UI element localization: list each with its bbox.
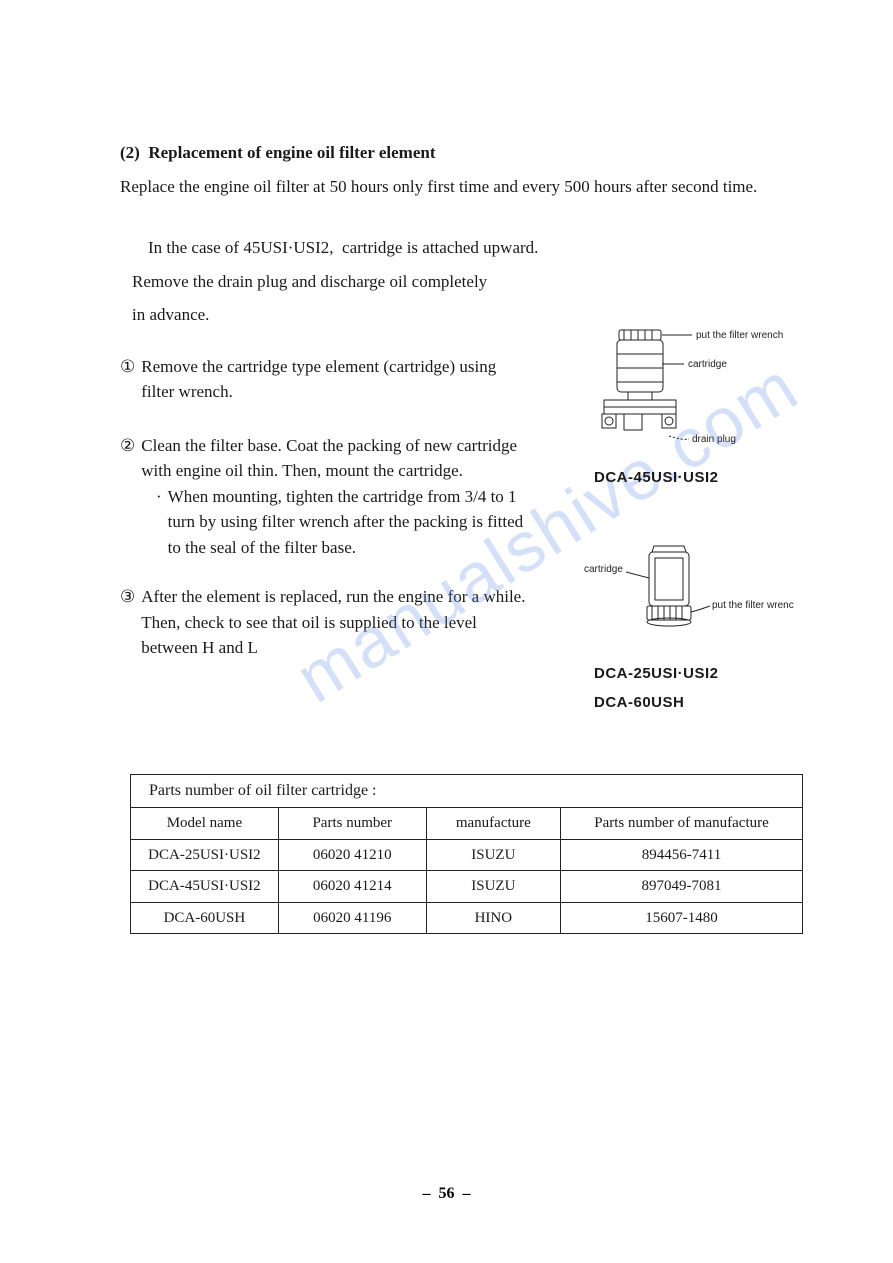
- table-cell: HINO: [426, 902, 560, 934]
- step-3: ③ After the element is replaced, run the…: [120, 584, 530, 661]
- table-header-row: Model name Parts number manufacture Part…: [131, 808, 803, 840]
- figure-1: put the filter wrench cartridge drain pl…: [584, 324, 804, 490]
- fig2-cartridge-label: cartridge: [584, 564, 623, 575]
- table-cell: DCA-25USI·USI2: [131, 839, 279, 871]
- steps-and-figures-row: ① Remove the cartridge type element (car…: [120, 336, 813, 715]
- step-2-bullet-body: When mounting, tighten the cartridge fro…: [168, 484, 536, 561]
- figure-1-caption: DCA-45USI·USI2: [584, 467, 804, 490]
- step-1-number: ①: [120, 354, 135, 405]
- table-cell: ISUZU: [426, 871, 560, 903]
- figure-2-svg: cartridge put the filter wrench: [584, 540, 794, 650]
- table-cell: 06020 41210: [278, 839, 426, 871]
- table-cell: ISUZU: [426, 839, 560, 871]
- page-content: manualshive.com (2) Replacement of engin…: [0, 0, 893, 974]
- fig2-wrench-label: put the filter wrench: [712, 600, 794, 611]
- step-2-number: ②: [120, 433, 135, 484]
- section-heading: (2) Replacement of engine oil filter ele…: [120, 140, 813, 166]
- note-line-2: Remove the drain plug and discharge oil …: [132, 269, 813, 295]
- step-2-bullet: · When mounting, tighten the cartridge f…: [156, 484, 536, 561]
- step-3-body: After the element is replaced, run the e…: [141, 584, 530, 661]
- page-number: – 56 –: [0, 1185, 893, 1203]
- intro-paragraph: Replace the engine oil filter at 50 hour…: [120, 174, 813, 200]
- fig1-cartridge-label: cartridge: [688, 359, 727, 370]
- fig1-drain-label: drain plug: [692, 434, 736, 445]
- steps-column: ① Remove the cartridge type element (car…: [120, 336, 560, 661]
- table-cell: 15607-1480: [561, 902, 803, 934]
- table-header-3: Parts number of manufacture: [561, 808, 803, 840]
- table-title-row: Parts number of oil filter cartridge :: [131, 775, 803, 808]
- table-cell: 06020 41214: [278, 871, 426, 903]
- figures-column: put the filter wrench cartridge drain pl…: [584, 336, 804, 715]
- table-title-cell: Parts number of oil filter cartridge :: [131, 775, 803, 808]
- note-line-1: In the case of 45USI·USI2, cartridge is …: [148, 235, 813, 261]
- fig1-wrench-label: put the filter wrench: [696, 330, 783, 341]
- table-cell: 06020 41196: [278, 902, 426, 934]
- figure-1-svg: put the filter wrench cartridge drain pl…: [584, 324, 794, 454]
- figure-2-caption-1: DCA-25USI·USI2: [584, 663, 804, 686]
- bullet-mark: ·: [156, 484, 162, 561]
- table-row: DCA-60USH 06020 41196 HINO 15607-1480: [131, 902, 803, 934]
- step-2: ② Clean the filter base. Coat the packin…: [120, 433, 530, 484]
- table-header-0: Model name: [131, 808, 279, 840]
- figure-2: cartridge put the filter wrench DCA-25US…: [584, 540, 804, 715]
- step-2-body: Clean the filter base. Coat the packing …: [141, 433, 530, 484]
- table-row: DCA-45USI·USI2 06020 41214 ISUZU 897049-…: [131, 871, 803, 903]
- parts-table: Parts number of oil filter cartridge : M…: [130, 774, 803, 934]
- step-1: ① Remove the cartridge type element (car…: [120, 354, 530, 405]
- step-1-body: Remove the cartridge type element (cartr…: [141, 354, 530, 405]
- figure-2-caption-2: DCA-60USH: [584, 692, 804, 715]
- table-row: DCA-25USI·USI2 06020 41210 ISUZU 894456-…: [131, 839, 803, 871]
- table-header-1: Parts number: [278, 808, 426, 840]
- table-cell: DCA-45USI·USI2: [131, 871, 279, 903]
- step-3-number: ③: [120, 584, 135, 661]
- table-cell: 894456-7411: [561, 839, 803, 871]
- table-cell: DCA-60USH: [131, 902, 279, 934]
- table-header-2: manufacture: [426, 808, 560, 840]
- parts-table-wrap: Parts number of oil filter cartridge : M…: [130, 774, 803, 934]
- table-cell: 897049-7081: [561, 871, 803, 903]
